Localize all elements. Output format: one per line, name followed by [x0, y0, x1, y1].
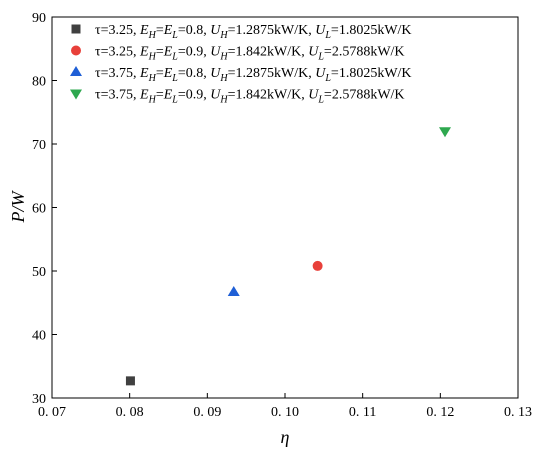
data-point [125, 376, 135, 386]
data-point [438, 127, 451, 138]
y-tick-label: 80 [32, 75, 46, 90]
y-tick-label: 70 [32, 138, 46, 153]
legend-marker [70, 66, 82, 76]
y-tick-label: 30 [32, 392, 46, 407]
legend-entry: τ=3.25, EH=EL=0.9, UH=1.842kW/K, UL=2.57… [95, 45, 405, 63]
data-points [125, 127, 451, 386]
legend-marker [70, 89, 82, 100]
x-tick-label: 0. 09 [193, 405, 221, 420]
x-tick-label: 0. 13 [504, 405, 532, 420]
y-axis: 30 40 50 60 70 80 90 [32, 11, 57, 407]
legend: τ=3.25, EH=EL=0.8, UH=1.2875kW/K, UL=1.8… [70, 23, 412, 106]
legend-entry: τ=3.25, EH=EL=0.8, UH=1.2875kW/K, UL=1.8… [95, 23, 412, 41]
x-axis-title: η [281, 427, 290, 447]
y-tick-label: 90 [32, 11, 46, 26]
legend-entry: τ=3.75, EH=EL=0.9, UH=1.842kW/K, UL=2.57… [95, 88, 405, 106]
x-tick-label: 0. 11 [349, 405, 376, 420]
y-tick-label: 50 [32, 265, 46, 280]
x-tick-label: 0. 07 [38, 405, 66, 420]
y-axis-title: P/W [8, 190, 28, 224]
data-point [227, 285, 240, 296]
x-tick-label: 0. 08 [116, 405, 144, 420]
legend-marker [71, 24, 81, 34]
x-axis: 0. 07 0. 08 0. 09 0. 10 0. 11 0. 12 0. 13 [38, 393, 532, 420]
data-point [312, 260, 323, 271]
y-tick-label: 60 [32, 202, 46, 217]
legend-entry: τ=3.75, EH=EL=0.8, UH=1.2875kW/K, UL=1.8… [95, 66, 412, 84]
legend-marker [71, 45, 81, 56]
x-tick-label: 0. 10 [271, 405, 299, 420]
x-tick-label: 0. 12 [426, 405, 454, 420]
y-tick-label: 40 [32, 329, 46, 344]
